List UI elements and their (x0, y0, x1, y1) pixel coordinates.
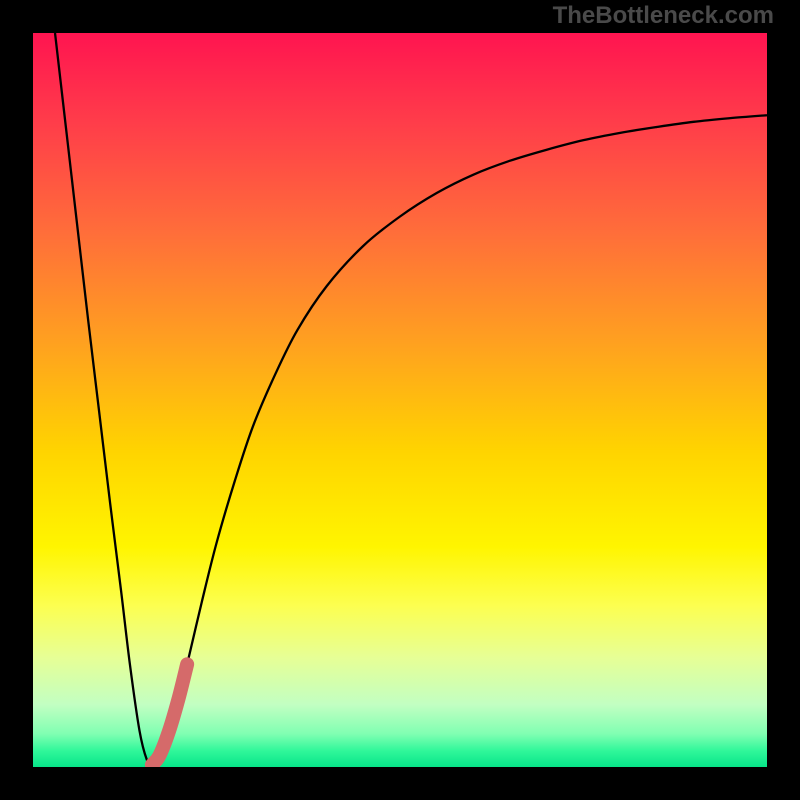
plot-area (33, 33, 767, 767)
chart-svg (33, 33, 767, 767)
chart-frame: TheBottleneck.com (0, 0, 800, 800)
gradient-background (33, 33, 767, 767)
watermark-text: TheBottleneck.com (553, 2, 774, 30)
